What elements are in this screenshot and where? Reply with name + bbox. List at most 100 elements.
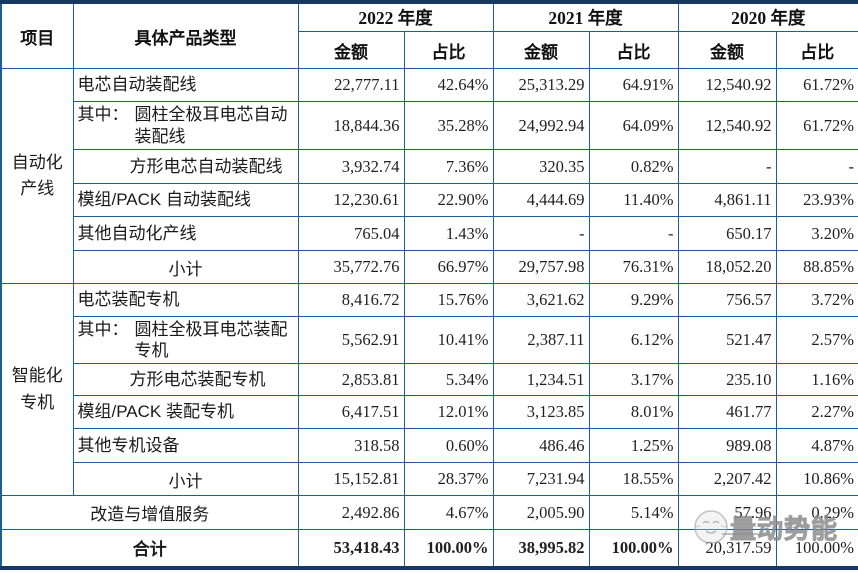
amount-2020: 12,540.92 bbox=[677, 68, 777, 102]
ratio-2021: 64.91% bbox=[588, 68, 679, 102]
amount-2020: 2,207.42 bbox=[677, 462, 777, 496]
qizhong-label: 其中： 圆柱全极耳电芯自动装配线 bbox=[78, 104, 294, 147]
table-row-cyl-auto-line: 其中： 圆柱全极耳电芯自动装配线 18,844.36 35.28% 24,992… bbox=[1, 101, 858, 150]
ratio-2022: 12.01% bbox=[403, 395, 494, 429]
row-label-total: 合计 bbox=[0, 529, 299, 568]
amount-2022: 15,152.81 bbox=[297, 462, 405, 496]
amount-2020: 521.47 bbox=[677, 316, 777, 364]
ratio-2020: 4.87% bbox=[775, 428, 858, 463]
amount-2022: 35,772.76 bbox=[297, 250, 405, 284]
table-row-auto-subtotal: 小计 35,772.76 66.97% 29,757.98 76.31% 18,… bbox=[1, 250, 858, 284]
ratio-2020: 61.72% bbox=[775, 68, 858, 102]
table-row-machine-subtotal: 小计 15,152.81 28.37% 7,231.94 18.55% 2,20… bbox=[1, 462, 858, 496]
table-row-square-auto-line: 方形电芯自动装配线 3,932.74 7.36% 320.35 0.82% - … bbox=[1, 149, 858, 184]
ratio-2022: 5.34% bbox=[403, 363, 494, 396]
ratio-2022: 15.76% bbox=[403, 283, 494, 317]
qizhong-prefix: 其中： bbox=[77, 105, 129, 125]
amount-2020: 756.57 bbox=[677, 283, 777, 317]
amount-2021: 320.35 bbox=[492, 149, 590, 184]
table-row-grand-total: 合计 53,418.43 100.00% 38,995.82 100.00% 2… bbox=[0, 529, 858, 568]
amount-2022: 53,418.43 bbox=[297, 529, 405, 568]
qizhong-prefix: 其中： bbox=[77, 319, 129, 339]
amount-2021: 3,123.85 bbox=[492, 395, 590, 429]
header-ratio-2022: 占比 bbox=[403, 31, 494, 69]
amount-2021: 2,005.90 bbox=[492, 495, 590, 530]
header-amount-2022: 金额 bbox=[297, 31, 405, 69]
ratio-2021: 76.31% bbox=[588, 250, 679, 284]
header-item: 项目 bbox=[0, 1, 74, 69]
product-label: 模组/PACK 装配专机 bbox=[72, 395, 299, 429]
amount-2021: 3,621.62 bbox=[492, 283, 590, 317]
ratio-2021: 100.00% bbox=[588, 529, 679, 568]
amount-2022: 6,417.51 bbox=[297, 395, 405, 429]
ratio-2020: 23.93% bbox=[775, 183, 858, 217]
ratio-2022: 4.67% bbox=[403, 495, 494, 530]
amount-2022: 12,230.61 bbox=[297, 183, 405, 217]
ratio-2022: 7.36% bbox=[403, 149, 494, 184]
product-label: 其中： 圆柱全极耳电芯自动装配线 bbox=[72, 101, 299, 150]
ratio-2022: 22.90% bbox=[403, 183, 494, 217]
ratio-2021: 1.25% bbox=[588, 428, 679, 463]
ratio-2021: 64.09% bbox=[588, 101, 679, 150]
amount-2021: 25,313.29 bbox=[492, 68, 590, 102]
product-label: 电芯自动装配线 bbox=[72, 68, 299, 102]
amount-2021: 4,444.69 bbox=[492, 183, 590, 217]
amount-2020: 235.10 bbox=[677, 363, 777, 396]
table-row-square-machine: 方形电芯装配专机 2,853.81 5.34% 1,234.51 3.17% 2… bbox=[1, 363, 858, 396]
ratio-2020: 88.85% bbox=[775, 250, 858, 284]
amount-2022: 2,853.81 bbox=[297, 363, 405, 396]
ratio-2022: 42.64% bbox=[403, 68, 494, 102]
amount-2020: 4,861.11 bbox=[677, 183, 777, 217]
ratio-2020: 2.27% bbox=[775, 395, 858, 429]
header-row-sub: 金额 占比 金额 占比 金额 占比 bbox=[1, 31, 858, 69]
header-ratio-2020: 占比 bbox=[775, 31, 858, 69]
header-year-2021: 2021 年度 bbox=[492, 1, 679, 32]
ratio-2022: 35.28% bbox=[403, 101, 494, 150]
ratio-2020: 2.57% bbox=[775, 316, 858, 364]
amount-2022: 318.58 bbox=[297, 428, 405, 463]
ratio-2022: 0.60% bbox=[403, 428, 494, 463]
amount-2021: 24,992.94 bbox=[492, 101, 590, 150]
amount-2021: - bbox=[492, 216, 590, 251]
product-label: 电芯装配专机 bbox=[72, 283, 299, 317]
ratio-2020: 0.29% bbox=[775, 495, 858, 530]
amount-2020: 650.17 bbox=[677, 216, 777, 251]
table-row-other-machines: 其他专机设备 318.58 0.60% 486.46 1.25% 989.08 … bbox=[1, 428, 858, 463]
ratio-2021: 3.17% bbox=[588, 363, 679, 396]
ratio-2020: 61.72% bbox=[775, 101, 858, 150]
amount-2020: 989.08 bbox=[677, 428, 777, 463]
ratio-2022: 100.00% bbox=[403, 529, 494, 568]
ratio-2022: 28.37% bbox=[403, 462, 494, 496]
amount-2020: 20,317.59 bbox=[677, 529, 777, 568]
header-row-years: 项目 具体产品类型 2022 年度 2021 年度 2020 年度 bbox=[0, 1, 858, 69]
product-label: 方形电芯自动装配线 bbox=[72, 149, 299, 184]
header-year-2022: 2022 年度 bbox=[297, 1, 494, 32]
ratio-2022: 10.41% bbox=[403, 316, 494, 364]
amount-2021: 7,231.94 bbox=[492, 462, 590, 496]
amount-2022: 18,844.36 bbox=[297, 101, 405, 150]
ratio-2021: 18.55% bbox=[588, 462, 679, 496]
amount-2022: 8,416.72 bbox=[297, 283, 405, 317]
section-label-smart-machine: 智能化 专机 bbox=[0, 283, 74, 496]
amount-2022: 2,492.86 bbox=[297, 495, 405, 530]
product-label: 其他专机设备 bbox=[72, 428, 299, 463]
amount-2022: 5,562.91 bbox=[297, 316, 405, 364]
amount-2022: 22,777.11 bbox=[297, 68, 405, 102]
product-label: 方形电芯装配专机 bbox=[72, 363, 299, 396]
ratio-2022: 66.97% bbox=[403, 250, 494, 284]
amount-2021: 29,757.98 bbox=[492, 250, 590, 284]
table-row-cell-machine: 智能化 专机 电芯装配专机 8,416.72 15.76% 3,621.62 9… bbox=[0, 283, 858, 496]
ratio-2021: 5.14% bbox=[588, 495, 679, 530]
ratio-2020: - bbox=[775, 149, 858, 184]
ratio-2020: 100.00% bbox=[775, 529, 858, 568]
qizhong-label: 其中： 圆柱全极耳电芯装配专机 bbox=[78, 319, 294, 362]
table-row-module-pack-auto: 模组/PACK 自动装配线 12,230.61 22.90% 4,444.69 … bbox=[1, 183, 858, 217]
amount-2021: 38,995.82 bbox=[492, 529, 590, 568]
header-product-type: 具体产品类型 bbox=[72, 1, 299, 69]
amount-2020: 461.77 bbox=[677, 395, 777, 429]
amount-2020: 18,052.20 bbox=[677, 250, 777, 284]
ratio-2021: - bbox=[588, 216, 679, 251]
header-ratio-2021: 占比 bbox=[588, 31, 679, 69]
